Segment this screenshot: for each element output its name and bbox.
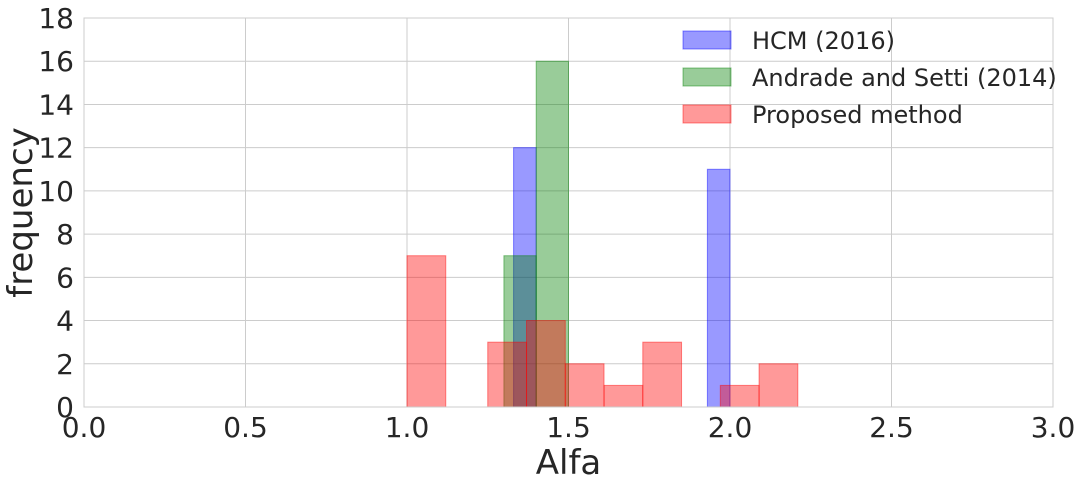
histogram-bar [406,255,447,408]
y-tick-label: 4 [56,305,74,338]
y-tick-label: 12 [38,132,74,165]
histogram-bar [503,255,537,408]
x-tick-label: 2.5 [869,411,914,444]
histogram-bar [758,363,799,408]
histogram-bar [526,320,566,408]
y-tick-label: 16 [38,45,74,78]
x-tick-label: 2.0 [708,411,753,444]
plot-frame [83,17,1054,408]
y-tick-label: 8 [56,218,74,251]
legend-label: Proposed method [752,101,963,129]
legend-swatch [682,30,732,50]
histogram-bar [642,341,683,408]
y-tick-labels: 0 2 4 6 8 10 12 14 16 18 [38,2,74,424]
y-tick-label: 6 [56,261,74,294]
x-tick-label: 0.0 [62,411,107,444]
legend-swatch [682,104,732,124]
histogram-bar [487,341,528,408]
y-tick-label: 10 [38,175,74,208]
y-tick-label: 2 [56,348,74,381]
series-1 [503,60,570,408]
x-tick-label: 1.0 [385,411,430,444]
histogram-bar [719,384,760,408]
histogram-bar [564,363,605,408]
y-axis-label: frequency [1,127,41,298]
x-tick-label: 1.5 [546,411,591,444]
x-tick-label: 0.5 [223,411,268,444]
y-tick-label: 0 [56,391,74,424]
y-tick-label: 18 [38,2,74,35]
legend-label: HCM (2016) [752,27,895,55]
x-tick-labels: 0.0 0.5 1.0 1.5 2.0 2.5 3.0 [62,411,1076,444]
histogram-bar [706,168,731,408]
histogram-bar [535,60,570,408]
series-2 [406,255,799,408]
x-tick-label: 3.0 [1031,411,1076,444]
y-tick-label: 14 [38,88,74,121]
x-axis-label: Alfa [536,443,602,483]
legend: HCM (2016) Andrade and Setti (2014) Propos… [682,27,1057,129]
histogram-bar [603,384,644,408]
legend-label: Andrade and Setti (2014) [752,64,1057,92]
legend-swatch [682,67,732,87]
